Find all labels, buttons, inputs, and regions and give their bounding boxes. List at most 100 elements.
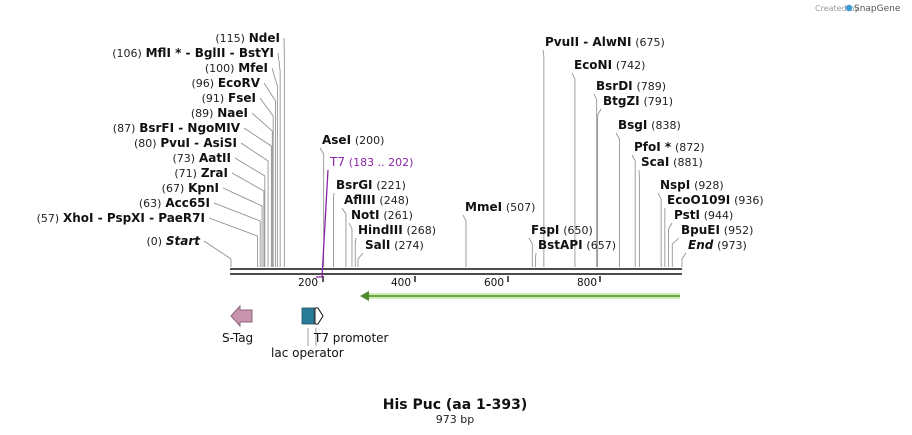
enzyme-name: AseI: [322, 133, 351, 147]
enzyme-label-econi[interactable]: EcoNI (742): [574, 58, 645, 72]
leader-mfei: [271, 67, 278, 267]
leader-pvuii-alwni: [542, 49, 545, 267]
enzyme-label-xhoi-pspxi-paer7i[interactable]: (57) XhoI - PspXI - PaeR7I: [37, 211, 205, 225]
enzyme-position: (0): [146, 235, 162, 248]
enzyme-name: BsrDI: [596, 79, 633, 93]
enzyme-label-afliii[interactable]: AflIII (248): [344, 193, 409, 207]
s-tag-feature-arrow[interactable]: [230, 304, 253, 328]
enzyme-name: MflI * - BglII - BstYI: [146, 46, 274, 60]
enzyme-label-start[interactable]: (0) Start: [146, 234, 201, 248]
enzyme-label-ecorv[interactable]: (96) EcoRV: [191, 76, 260, 90]
enzyme-position: (657): [586, 239, 616, 252]
leader-fspi: [528, 237, 533, 267]
enzyme-label-sali[interactable]: SalI (274): [365, 238, 424, 252]
enzyme-name: KpnI: [188, 181, 219, 195]
enzyme-label-zrai[interactable]: (71) ZraI: [174, 166, 228, 180]
leader-naei: [251, 112, 273, 267]
leader-bsgi: [615, 132, 620, 267]
enzyme-name: HindIII: [358, 223, 403, 237]
enzyme-name: BsrFI - NgoMIV: [139, 121, 240, 135]
axis-label-200: 200: [298, 277, 318, 289]
enzyme-name: NspI: [660, 178, 690, 192]
enzyme-name: EcoNI: [574, 58, 612, 72]
enzyme-position: (261): [383, 209, 413, 222]
enzyme-name: MfeI: [238, 61, 268, 75]
t7-primer-arrow[interactable]: [316, 169, 329, 278]
leader-bsrdi: [593, 93, 598, 267]
enzyme-position: (200): [355, 134, 385, 147]
enzyme-label-end[interactable]: End (973): [688, 238, 747, 252]
sequence-length: 973 bp: [436, 413, 474, 426]
enzyme-label-bpuei[interactable]: BpuEI (952): [681, 223, 753, 237]
enzyme-label-pfoi[interactable]: PfoI * (872): [634, 140, 705, 154]
leader-bsrgi: [333, 192, 335, 267]
enzyme-label-naei[interactable]: (89) NaeI: [191, 106, 248, 120]
enzyme-position: (73): [173, 152, 196, 165]
enzyme-label-asei[interactable]: AseI (200): [322, 133, 384, 147]
enzyme-label-bsrfi-ngomiv[interactable]: (87) BsrFI - NgoMIV: [113, 121, 241, 135]
enzyme-name: BsgI: [618, 118, 647, 132]
enzyme-position: (944): [704, 209, 734, 222]
enzyme-position: (106): [112, 47, 142, 60]
enzyme-label-pvuii-alwni[interactable]: PvuII - AlwNI (675): [545, 35, 665, 49]
enzyme-label-scai[interactable]: ScaI (881): [641, 155, 703, 169]
enzyme-name: PfoI *: [634, 140, 672, 154]
enzyme-label-bsrdi[interactable]: BsrDI (789): [596, 79, 666, 93]
enzyme-name: NdeI: [249, 31, 280, 45]
enzyme-label-bsrgi[interactable]: BsrGI (221): [336, 178, 406, 192]
enzyme-position: (274): [394, 239, 424, 252]
enzyme-position: (789): [636, 80, 666, 93]
primer-name: T7: [329, 155, 345, 169]
enzyme-position: (507): [506, 201, 536, 214]
enzyme-position: (71): [174, 167, 197, 180]
leader-psti: [668, 222, 673, 267]
enzyme-name: PstI: [674, 208, 700, 222]
lac-operator-feature[interactable]: [301, 307, 315, 325]
enzyme-position: (881): [673, 156, 703, 169]
enzyme-label-bstapi[interactable]: BstAPI (657): [538, 238, 616, 252]
enzyme-name: NaeI: [217, 106, 248, 120]
enzyme-label-aatii[interactable]: (73) AatII: [173, 151, 231, 165]
enzyme-name: AatII: [199, 151, 231, 165]
enzyme-position: (838): [651, 119, 681, 132]
enzyme-label-mmei[interactable]: MmeI (507): [465, 200, 535, 214]
enzyme-label-psti[interactable]: PstI (944): [674, 208, 733, 222]
enzyme-label-btgzi[interactable]: BtgZI (791): [603, 94, 673, 108]
enzyme-label-ecoo109i[interactable]: EcoO109I (936): [667, 193, 764, 207]
enzyme-name: AflIII: [344, 193, 376, 207]
enzyme-label-mfli-bglii-bstyi[interactable]: (106) MflI * - BglII - BstYI: [112, 46, 274, 60]
enzyme-name: BstAPI: [538, 238, 583, 252]
leader-econi: [571, 72, 576, 267]
t7-promoter-feature-arrow[interactable]: [314, 307, 324, 325]
enzyme-label-pvui-asisi[interactable]: (80) PvuI - AsiSI: [134, 136, 237, 150]
enzyme-name: BpuEI: [681, 223, 720, 237]
credit-text: Created by: [815, 4, 859, 13]
enzyme-position: (973): [717, 239, 747, 252]
enzyme-position: (115): [215, 32, 245, 45]
primer-label-t7[interactable]: T7 (183 .. 202): [329, 155, 413, 169]
enzyme-name: BsrGI: [336, 178, 373, 192]
enzyme-name: Start: [166, 234, 201, 248]
enzyme-label-fspi[interactable]: FspI (650): [531, 223, 593, 237]
enzyme-label-mfei[interactable]: (100) MfeI: [205, 61, 268, 75]
enzyme-label-kpni[interactable]: (67) KpnI: [162, 181, 219, 195]
enzyme-name: FspI: [531, 223, 559, 237]
leader-acc65i: [213, 202, 261, 267]
enzyme-label-fsei[interactable]: (91) FseI: [202, 91, 256, 105]
enzyme-label-nspi[interactable]: NspI (928): [660, 178, 724, 192]
enzyme-label-hindiii[interactable]: HindIII (268): [358, 223, 436, 237]
enzyme-name: EcoO109I: [667, 193, 730, 207]
enzyme-position: (91): [202, 92, 225, 105]
orf-arrow[interactable]: [360, 291, 680, 301]
enzyme-label-bsgi[interactable]: BsgI (838): [618, 118, 681, 132]
enzyme-label-noti[interactable]: NotI (261): [351, 208, 413, 222]
enzyme-position: (936): [734, 194, 764, 207]
enzyme-label-ndei[interactable]: (115) NdeI: [215, 31, 280, 45]
enzyme-position: (742): [616, 59, 646, 72]
enzyme-position: (100): [205, 62, 235, 75]
enzyme-label-acc65i[interactable]: (63) Acc65I: [139, 196, 210, 210]
leader-xhoi-pspxi-paer7i: [208, 217, 258, 267]
leader-fsei: [259, 97, 274, 267]
enzyme-position: (221): [376, 179, 406, 192]
